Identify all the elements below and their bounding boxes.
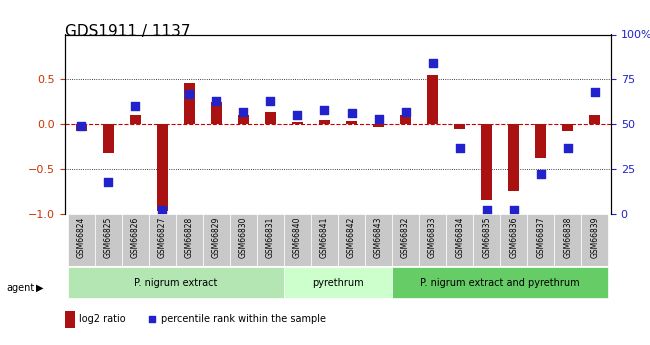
Point <box>184 91 194 97</box>
Bar <box>427 75 438 124</box>
Text: GSM66833: GSM66833 <box>428 217 437 258</box>
Bar <box>130 115 140 124</box>
Text: GSM66831: GSM66831 <box>266 217 275 258</box>
Point <box>536 172 546 177</box>
Text: ▶: ▶ <box>36 283 44 293</box>
FancyBboxPatch shape <box>419 214 446 266</box>
Point <box>157 208 168 213</box>
FancyBboxPatch shape <box>68 267 284 298</box>
FancyBboxPatch shape <box>581 214 608 266</box>
Bar <box>103 124 114 153</box>
Point <box>130 104 140 109</box>
Text: GSM66834: GSM66834 <box>455 217 464 258</box>
Text: GSM66842: GSM66842 <box>347 217 356 258</box>
FancyBboxPatch shape <box>446 214 473 266</box>
Bar <box>454 124 465 129</box>
Text: P. nigrum extract: P. nigrum extract <box>134 278 218 288</box>
FancyBboxPatch shape <box>392 267 608 298</box>
Point <box>292 112 303 118</box>
Text: percentile rank within the sample: percentile rank within the sample <box>161 314 326 324</box>
Bar <box>590 115 600 124</box>
Text: agent: agent <box>6 283 34 293</box>
Text: GSM66839: GSM66839 <box>590 217 599 258</box>
Bar <box>481 124 492 200</box>
FancyBboxPatch shape <box>95 214 122 266</box>
Point <box>562 145 573 150</box>
Bar <box>157 124 168 211</box>
Bar <box>65 310 75 328</box>
Bar <box>238 115 249 124</box>
Bar <box>319 120 330 124</box>
Point <box>508 208 519 213</box>
Text: P. nigrum extract and pyrethrum: P. nigrum extract and pyrethrum <box>421 278 580 288</box>
FancyBboxPatch shape <box>338 214 365 266</box>
Text: GSM66836: GSM66836 <box>509 217 518 258</box>
Point <box>76 123 86 129</box>
Text: GDS1911 / 1137: GDS1911 / 1137 <box>65 24 190 39</box>
Bar <box>346 121 357 124</box>
FancyBboxPatch shape <box>149 214 176 266</box>
FancyBboxPatch shape <box>257 214 284 266</box>
FancyBboxPatch shape <box>284 267 392 298</box>
FancyBboxPatch shape <box>311 214 338 266</box>
Point <box>482 208 492 213</box>
Point <box>400 109 411 115</box>
Text: GSM66826: GSM66826 <box>131 217 140 258</box>
Point <box>211 98 222 104</box>
Text: GSM66824: GSM66824 <box>77 217 86 258</box>
Bar <box>184 83 195 124</box>
FancyBboxPatch shape <box>68 214 95 266</box>
Bar <box>292 121 303 124</box>
Text: GSM66843: GSM66843 <box>374 217 383 258</box>
Bar <box>536 124 546 158</box>
Text: GSM66828: GSM66828 <box>185 217 194 258</box>
Bar <box>265 112 276 124</box>
Point <box>428 60 438 66</box>
FancyBboxPatch shape <box>365 214 392 266</box>
Bar <box>562 124 573 131</box>
Text: GSM66835: GSM66835 <box>482 217 491 258</box>
Point <box>103 179 114 184</box>
Bar <box>508 124 519 191</box>
FancyBboxPatch shape <box>122 214 149 266</box>
FancyBboxPatch shape <box>284 214 311 266</box>
FancyBboxPatch shape <box>500 214 527 266</box>
Point <box>346 111 357 116</box>
FancyBboxPatch shape <box>203 214 230 266</box>
Text: GSM66827: GSM66827 <box>158 217 167 258</box>
Point <box>454 145 465 150</box>
FancyBboxPatch shape <box>176 214 203 266</box>
Text: GSM66840: GSM66840 <box>293 217 302 258</box>
Text: GSM66832: GSM66832 <box>401 217 410 258</box>
FancyBboxPatch shape <box>554 214 581 266</box>
Bar <box>373 124 384 127</box>
FancyBboxPatch shape <box>473 214 500 266</box>
Text: GSM66837: GSM66837 <box>536 217 545 258</box>
Bar <box>400 115 411 124</box>
FancyBboxPatch shape <box>230 214 257 266</box>
Point <box>590 89 600 95</box>
Point <box>319 107 330 112</box>
Point <box>238 109 248 115</box>
Text: GSM66825: GSM66825 <box>104 217 112 258</box>
FancyBboxPatch shape <box>392 214 419 266</box>
Text: GSM66829: GSM66829 <box>212 217 221 258</box>
Text: log2 ratio: log2 ratio <box>79 314 125 324</box>
Text: GSM66838: GSM66838 <box>564 217 572 258</box>
Point <box>265 98 276 104</box>
Bar <box>76 124 86 131</box>
FancyBboxPatch shape <box>527 214 554 266</box>
Bar <box>211 102 222 124</box>
Point <box>373 116 384 121</box>
Text: GSM66841: GSM66841 <box>320 217 329 258</box>
Text: pyrethrum: pyrethrum <box>312 278 364 288</box>
Text: GSM66830: GSM66830 <box>239 217 248 258</box>
